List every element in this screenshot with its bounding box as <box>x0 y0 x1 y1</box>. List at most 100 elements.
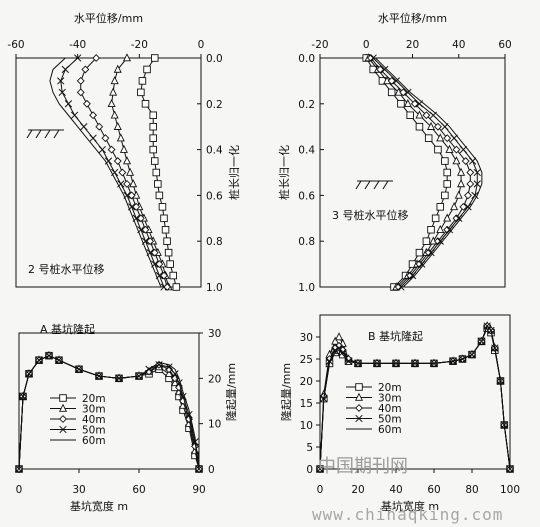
data-point-40m <box>165 365 173 374</box>
data-point-40m <box>150 248 159 257</box>
series-line-20m <box>18 355 200 470</box>
data-point-40m <box>160 271 168 280</box>
legend-marker-30m <box>58 403 68 412</box>
data-point-40m <box>95 122 104 131</box>
data-point-40m <box>466 180 475 188</box>
data-point-20m <box>415 122 424 131</box>
data-point-20m <box>441 191 449 200</box>
data-point-50m <box>450 134 458 142</box>
data-point-20m <box>397 100 405 108</box>
data-point-40m <box>335 341 343 350</box>
y-tick-label: 1.0 <box>206 282 223 294</box>
data-point-50m <box>468 157 477 165</box>
data-point-30m <box>126 167 135 176</box>
data-point-50m <box>455 214 463 222</box>
y-tick-label: 0.6 <box>298 190 315 202</box>
data-point-50m <box>473 180 481 188</box>
data-point-40m <box>443 134 452 143</box>
data-point-50m <box>61 65 69 74</box>
y-tick-label: 0.6 <box>206 190 223 202</box>
data-point-40m <box>406 271 415 280</box>
data-point-20m <box>431 214 440 223</box>
data-point-40m <box>459 202 468 211</box>
data-point-40m <box>399 88 408 97</box>
data-point-40m <box>123 180 131 188</box>
pile3-displacement-chart: -20 0 20 40 60 水平位移/mm 0.0 0.2 0.4 0.6 0.8 1.0 桩长归一化… <box>277 11 512 294</box>
y-tick-label: 25 <box>300 354 313 366</box>
data-point-20m <box>172 283 181 291</box>
data-point-20m <box>164 248 173 257</box>
data-point-50m <box>427 248 435 257</box>
data-point-20m <box>415 248 424 257</box>
legend-marker-20m <box>59 394 67 402</box>
series-line-50m <box>18 355 200 470</box>
series-line-30m <box>18 355 200 470</box>
series-line-60m <box>18 355 200 470</box>
data-point-20m <box>441 157 449 165</box>
data-point-30m <box>436 224 445 234</box>
x-tick-label: 30 <box>72 484 85 496</box>
data-point-20m <box>150 54 159 62</box>
x-tick-label: 100 <box>500 484 520 496</box>
data-point-30m <box>436 133 445 142</box>
x-axis-title: 水平位移/mm <box>378 11 447 25</box>
data-point-20m <box>149 134 157 142</box>
x-axis-title: 基坑宽度 m <box>70 499 128 513</box>
data-point-40m <box>434 122 442 131</box>
data-point-20m <box>427 225 435 234</box>
data-point-40m <box>101 134 110 143</box>
x-tick-label: 40 <box>452 39 465 51</box>
data-point-50m <box>80 123 88 131</box>
x-tick-label: -20 <box>311 39 328 51</box>
data-point-40m <box>136 214 145 223</box>
data-point-50m <box>471 191 479 200</box>
data-point-40m <box>461 157 470 165</box>
plot-frame <box>15 57 202 288</box>
x-tick-label: 0 <box>363 39 370 51</box>
data-point-50m <box>57 77 65 85</box>
x-tick-label: 20 <box>406 39 419 51</box>
data-point-20m <box>161 225 170 234</box>
data-point-50m <box>70 111 79 119</box>
legend-label: 20m <box>82 393 106 405</box>
data-point-30m <box>443 213 452 222</box>
y-tick-label: 10 <box>208 419 221 431</box>
data-point-20m <box>149 122 157 131</box>
legend-label: 50m <box>378 414 402 426</box>
data-point-40m <box>146 237 155 246</box>
x-tick-label: 60 <box>427 484 440 496</box>
x-tick-label: 40 <box>389 484 402 496</box>
y-tick-label: 1.0 <box>298 282 315 294</box>
y-tick-label: 20 <box>208 373 221 385</box>
x-axis-title: 水平位移/mm <box>74 11 143 25</box>
data-point-20m <box>436 203 445 211</box>
y-axis-title: 桩长归一化 <box>277 145 291 200</box>
data-point-40m <box>118 168 127 177</box>
data-point-20m <box>138 77 147 85</box>
data-point-50m <box>185 410 193 419</box>
series-line-60m <box>49 57 162 288</box>
y-tick-label: 0.0 <box>298 53 315 65</box>
data-point-40m <box>452 145 461 154</box>
y-tick-label: 15 <box>300 398 313 410</box>
data-point-30m <box>116 133 125 142</box>
legend-label: 30m <box>378 393 402 405</box>
data-point-50m <box>331 346 339 354</box>
x-tick-label: 60 <box>132 484 145 496</box>
y-tick-label: 0 <box>306 464 313 476</box>
legend-label: 60m <box>378 424 402 436</box>
data-point-40m <box>422 111 431 120</box>
data-point-50m <box>436 237 444 245</box>
data-point-20m <box>434 145 442 154</box>
data-point-50m <box>74 54 82 62</box>
chart-annotation: 3 号桩水平位移 <box>332 208 409 222</box>
data-point-50m <box>381 65 389 74</box>
data-point-40m <box>387 76 396 85</box>
data-point-30m <box>426 121 436 130</box>
data-point-30m <box>107 98 116 108</box>
data-point-40m <box>410 99 419 108</box>
data-point-20m <box>387 88 396 97</box>
data-point-30m <box>445 144 454 153</box>
data-point-30m <box>450 202 459 211</box>
y-tick-label: 20 <box>300 376 313 388</box>
